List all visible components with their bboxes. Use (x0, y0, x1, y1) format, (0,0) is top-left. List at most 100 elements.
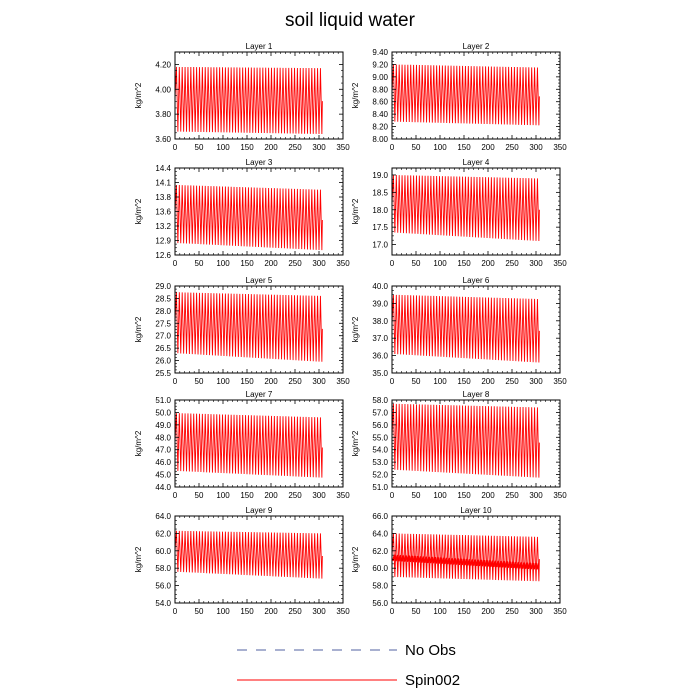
x-tick-label: 150 (240, 143, 254, 152)
panel-layer-9: Layer 9 kg/m^2 0 50 100 150 200 250 300 350 54.0 56… (134, 506, 350, 616)
x-tick-label: 200 (481, 259, 495, 268)
x-tick-label: 150 (457, 607, 471, 616)
x-tick-label: 200 (264, 377, 278, 386)
panel-layer-2: Layer 2 kg/m^2 0 50 100 150 200 250 300 350 8.00 8.… (351, 42, 567, 152)
series-line-spin002 (391, 403, 540, 478)
chart-title: soil liquid water (285, 10, 416, 31)
x-tick-label: 200 (264, 143, 278, 152)
y-axis-label: kg/m^2 (134, 82, 143, 108)
y-axis-label: kg/m^2 (351, 546, 360, 572)
x-tick-label: 300 (529, 607, 543, 616)
x-tick-label: 250 (288, 491, 302, 500)
legend-label-no-obs: No Obs (405, 642, 456, 659)
y-axis-label: kg/m^2 (351, 430, 360, 456)
y-tick-label: 18.5 (372, 188, 388, 197)
y-tick-label: 3.80 (155, 110, 171, 119)
y-tick-label: 28.5 (155, 294, 171, 303)
panel-layer-6: Layer 6 kg/m^2 0 50 100 150 200 250 300 350 35.0 36… (351, 276, 567, 386)
series-line-spin002 (391, 64, 540, 126)
x-tick-label: 200 (264, 607, 278, 616)
y-axis-label: kg/m^2 (134, 198, 143, 224)
series-line-spin002 (174, 413, 323, 478)
x-tick-label: 250 (505, 491, 519, 500)
y-tick-label: 17.0 (372, 241, 388, 250)
y-tick-label: 13.6 (155, 208, 171, 217)
x-tick-label: 50 (195, 491, 204, 500)
panel-layer-8: Layer 8 kg/m^2 0 50 100 150 200 250 300 350 51.0 52… (351, 390, 567, 500)
x-tick-label: 350 (553, 377, 567, 386)
x-tick-label: 100 (216, 491, 230, 500)
x-tick-label: 100 (433, 143, 447, 152)
x-tick-label: 200 (481, 607, 495, 616)
panel-title: Layer 7 (246, 390, 273, 399)
x-tick-label: 100 (216, 607, 230, 616)
y-tick-label: 60.0 (155, 547, 171, 556)
y-axis-label: kg/m^2 (134, 430, 143, 456)
x-tick-label: 150 (240, 491, 254, 500)
x-tick-label: 350 (553, 143, 567, 152)
x-tick-label: 50 (195, 143, 204, 152)
y-tick-label: 62.0 (372, 547, 388, 556)
x-tick-label: 350 (336, 607, 350, 616)
y-tick-label: 19.0 (372, 171, 388, 180)
x-tick-label: 50 (412, 491, 421, 500)
y-tick-label: 4.00 (155, 85, 171, 94)
y-tick-label: 45.0 (155, 471, 171, 480)
y-tick-label: 12.9 (155, 237, 171, 246)
y-tick-label: 47.0 (155, 446, 171, 455)
y-tick-label: 27.5 (155, 319, 171, 328)
y-tick-label: 29.0 (155, 282, 171, 291)
x-tick-label: 150 (457, 377, 471, 386)
x-tick-label: 200 (481, 377, 495, 386)
x-tick-label: 50 (195, 259, 204, 268)
y-tick-label: 57.0 (372, 408, 388, 417)
x-tick-label: 0 (390, 143, 395, 152)
y-tick-label: 51.0 (155, 396, 171, 405)
x-tick-label: 250 (288, 259, 302, 268)
y-tick-label: 51.0 (372, 483, 388, 492)
x-tick-label: 300 (529, 143, 543, 152)
x-tick-label: 200 (264, 259, 278, 268)
y-tick-label: 8.80 (372, 85, 388, 94)
y-tick-label: 37.0 (372, 334, 388, 343)
x-tick-label: 350 (336, 143, 350, 152)
x-tick-label: 0 (173, 607, 178, 616)
x-tick-label: 300 (312, 607, 326, 616)
x-tick-label: 0 (390, 259, 395, 268)
x-tick-label: 250 (505, 259, 519, 268)
x-tick-label: 0 (173, 377, 178, 386)
x-tick-label: 250 (288, 143, 302, 152)
x-tick-label: 100 (433, 259, 447, 268)
y-axis-label: kg/m^2 (134, 316, 143, 342)
x-tick-label: 350 (553, 259, 567, 268)
panel-layer-7: Layer 7 kg/m^2 0 50 100 150 200 250 300 350 44.0 45… (134, 390, 350, 500)
x-tick-label: 50 (195, 377, 204, 386)
y-axis-label: kg/m^2 (134, 546, 143, 572)
x-tick-label: 300 (312, 377, 326, 386)
x-tick-label: 50 (195, 607, 204, 616)
series-line-spin002 (174, 292, 323, 362)
x-tick-label: 100 (216, 259, 230, 268)
panel-layer-5: Layer 5 kg/m^2 0 50 100 150 200 250 300 350 25.5 26… (134, 276, 350, 386)
panel-title: Layer 9 (246, 506, 273, 515)
y-tick-label: 36.0 (372, 352, 388, 361)
x-tick-label: 0 (173, 491, 178, 500)
x-tick-label: 250 (505, 607, 519, 616)
y-tick-label: 12.6 (155, 251, 171, 260)
panel-title: Layer 3 (246, 158, 273, 167)
y-tick-label: 58.0 (372, 396, 388, 405)
x-tick-label: 100 (433, 491, 447, 500)
y-tick-label: 18.0 (372, 206, 388, 215)
x-tick-label: 0 (390, 607, 395, 616)
y-tick-label: 3.60 (155, 135, 171, 144)
y-tick-label: 9.20 (372, 60, 388, 69)
panel-layer-10: Layer 10 kg/m^2 0 50 100 150 200 250 300 350 56.0 5… (351, 506, 567, 616)
x-tick-label: 0 (173, 259, 178, 268)
y-tick-label: 8.00 (372, 135, 388, 144)
y-tick-label: 25.5 (155, 369, 171, 378)
y-tick-label: 4.20 (155, 60, 171, 69)
y-tick-label: 27.0 (155, 332, 171, 341)
x-tick-label: 50 (412, 143, 421, 152)
y-tick-label: 56.0 (372, 421, 388, 430)
